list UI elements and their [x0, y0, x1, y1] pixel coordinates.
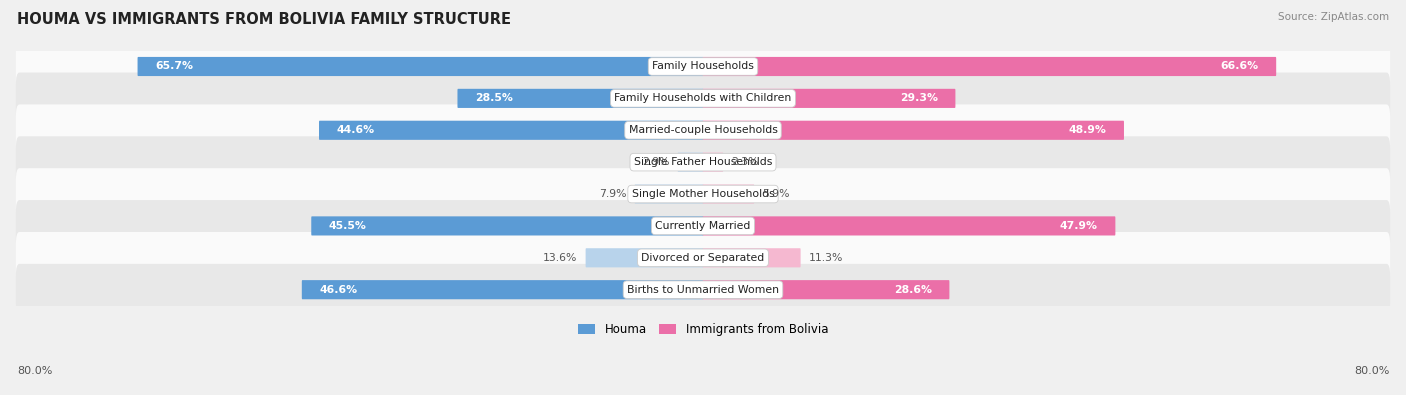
Text: 2.3%: 2.3%	[731, 157, 759, 167]
Text: 2.9%: 2.9%	[643, 157, 669, 167]
FancyBboxPatch shape	[15, 200, 1391, 252]
Text: 80.0%: 80.0%	[1354, 366, 1389, 376]
FancyBboxPatch shape	[319, 121, 703, 140]
Text: 47.9%: 47.9%	[1060, 221, 1098, 231]
Text: Divorced or Separated: Divorced or Separated	[641, 253, 765, 263]
Text: 65.7%: 65.7%	[155, 62, 193, 71]
Text: 66.6%: 66.6%	[1220, 62, 1258, 71]
Text: Family Households: Family Households	[652, 62, 754, 71]
Text: 45.5%: 45.5%	[329, 221, 367, 231]
Legend: Houma, Immigrants from Bolivia: Houma, Immigrants from Bolivia	[572, 318, 834, 340]
Text: Family Households with Children: Family Households with Children	[614, 93, 792, 103]
Text: Source: ZipAtlas.com: Source: ZipAtlas.com	[1278, 12, 1389, 22]
Text: 13.6%: 13.6%	[543, 253, 578, 263]
FancyBboxPatch shape	[703, 89, 956, 108]
FancyBboxPatch shape	[15, 73, 1391, 124]
FancyBboxPatch shape	[138, 57, 703, 76]
Text: 44.6%: 44.6%	[336, 125, 375, 135]
FancyBboxPatch shape	[678, 152, 703, 172]
FancyBboxPatch shape	[586, 248, 703, 267]
FancyBboxPatch shape	[703, 248, 800, 267]
FancyBboxPatch shape	[15, 136, 1391, 188]
FancyBboxPatch shape	[703, 280, 949, 299]
Text: 48.9%: 48.9%	[1069, 125, 1107, 135]
FancyBboxPatch shape	[703, 57, 1277, 76]
FancyBboxPatch shape	[311, 216, 703, 235]
FancyBboxPatch shape	[703, 152, 723, 172]
Text: 28.5%: 28.5%	[475, 93, 513, 103]
FancyBboxPatch shape	[703, 216, 1115, 235]
Text: Births to Unmarried Women: Births to Unmarried Women	[627, 285, 779, 295]
Text: HOUMA VS IMMIGRANTS FROM BOLIVIA FAMILY STRUCTURE: HOUMA VS IMMIGRANTS FROM BOLIVIA FAMILY …	[17, 12, 510, 27]
FancyBboxPatch shape	[15, 264, 1391, 316]
Text: Single Mother Households: Single Mother Households	[631, 189, 775, 199]
FancyBboxPatch shape	[15, 104, 1391, 156]
FancyBboxPatch shape	[703, 121, 1123, 140]
FancyBboxPatch shape	[15, 41, 1391, 92]
Text: Married-couple Households: Married-couple Households	[628, 125, 778, 135]
Text: 7.9%: 7.9%	[599, 189, 627, 199]
Text: 80.0%: 80.0%	[17, 366, 52, 376]
FancyBboxPatch shape	[15, 232, 1391, 284]
Text: 46.6%: 46.6%	[319, 285, 357, 295]
FancyBboxPatch shape	[15, 168, 1391, 220]
FancyBboxPatch shape	[457, 89, 703, 108]
Text: Single Father Households: Single Father Households	[634, 157, 772, 167]
Text: 29.3%: 29.3%	[900, 93, 938, 103]
Text: 11.3%: 11.3%	[808, 253, 844, 263]
FancyBboxPatch shape	[703, 184, 754, 203]
FancyBboxPatch shape	[302, 280, 703, 299]
Text: Currently Married: Currently Married	[655, 221, 751, 231]
Text: 5.9%: 5.9%	[762, 189, 790, 199]
Text: 28.6%: 28.6%	[894, 285, 932, 295]
FancyBboxPatch shape	[634, 184, 703, 203]
